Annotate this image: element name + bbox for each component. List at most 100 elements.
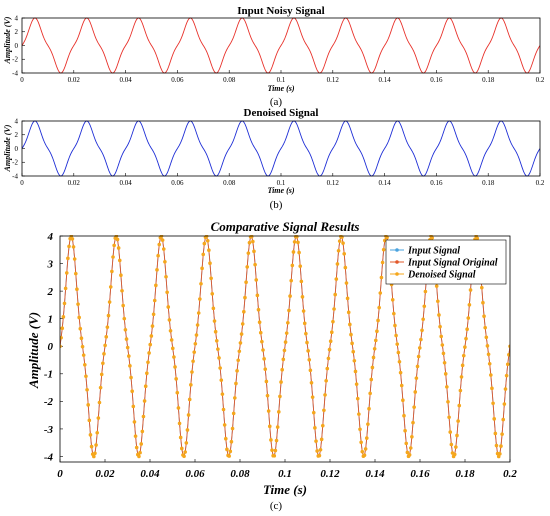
data-point [167, 318, 172, 322]
data-point [437, 313, 441, 317]
data-point [345, 296, 350, 301]
data-point [359, 440, 363, 445]
data-point [507, 352, 510, 357]
data-point [184, 441, 189, 445]
data-point [178, 435, 183, 440]
y-axis-label: Amplitude (V) [3, 16, 12, 64]
data-point [95, 430, 100, 435]
data-point [212, 319, 217, 323]
data-point [315, 449, 319, 453]
series-line [22, 120, 540, 177]
data-point [449, 442, 454, 447]
data-point [251, 239, 255, 244]
y-tick-labels: -4 -2 0 2 4 [12, 117, 25, 180]
data-point [138, 450, 142, 455]
data-point [277, 410, 281, 414]
data-point [402, 413, 406, 418]
data-point [132, 420, 137, 424]
y-tick-labels: -4 -3 -2 -1 0 1 2 3 4 [44, 231, 63, 463]
x-tick-label: 0.02 [68, 179, 81, 187]
y-tick-label: -1 [44, 369, 53, 381]
data-point [64, 271, 69, 275]
data-point [279, 380, 283, 384]
data-point [222, 423, 227, 427]
data-point [314, 439, 318, 443]
data-point [83, 363, 87, 367]
data-point [283, 340, 288, 344]
data-point [225, 447, 229, 452]
data-point [482, 314, 486, 319]
data-point [363, 447, 368, 451]
data-point [392, 311, 396, 316]
data-point [364, 436, 369, 440]
data-point [446, 399, 450, 404]
data-point [174, 377, 178, 381]
data-point [385, 235, 389, 240]
data-point [286, 320, 290, 325]
x-tick-label: 0.2 [503, 468, 517, 480]
data-point [122, 316, 127, 321]
data-point [234, 381, 238, 386]
data-point [466, 316, 471, 320]
data-point [129, 375, 133, 380]
data-point [96, 416, 101, 420]
data-point [216, 347, 220, 351]
data-point [289, 278, 294, 283]
data-point [163, 260, 167, 264]
data-point [231, 411, 236, 416]
data-point [235, 369, 239, 373]
data-point [208, 261, 212, 266]
data-point [459, 375, 464, 379]
x-tick-label: 0.04 [119, 179, 132, 187]
y-axis-label: Amplitude (V) [26, 312, 41, 389]
plot-frame [21, 120, 541, 177]
data-point [254, 278, 259, 282]
data-point [319, 437, 324, 442]
data-point [124, 337, 129, 341]
data-point [75, 287, 79, 292]
legend-marker [395, 248, 399, 252]
data-point [198, 297, 202, 301]
data-point [195, 323, 200, 327]
data-point [295, 235, 299, 239]
data-point [116, 246, 121, 250]
y-tick-labels: -4 -2 0 2 4 [12, 14, 25, 77]
x-tick-label: 0.12 [327, 179, 340, 187]
x-tick-label: 0.18 [482, 76, 495, 84]
data-point [330, 330, 334, 335]
data-point [298, 264, 303, 268]
data-point [290, 263, 295, 268]
data-point [416, 354, 421, 359]
x-tick-label: 0 [20, 76, 24, 84]
data-point [245, 265, 250, 269]
data-point [155, 268, 159, 272]
data-point [84, 374, 88, 379]
data-point [441, 351, 446, 356]
data-point [243, 295, 247, 300]
data-point [434, 284, 439, 288]
data-point [317, 453, 322, 458]
data-point [85, 387, 89, 392]
y-tick-label: 0 [48, 341, 54, 353]
data-point [214, 339, 219, 343]
legend-marker [395, 260, 399, 264]
data-point [395, 342, 400, 346]
data-point [94, 443, 98, 447]
x-tick-label: 0.18 [455, 468, 475, 480]
y-tick-label: -3 [44, 424, 54, 436]
data-point [503, 387, 508, 391]
data-point [304, 331, 308, 336]
data-point [257, 320, 262, 325]
data-point [318, 447, 323, 452]
x-tick-label: 0.04 [140, 468, 160, 480]
data-point [230, 426, 235, 431]
series-lines [22, 17, 540, 74]
data-point [413, 390, 418, 394]
data-point [140, 429, 145, 434]
data-point [207, 248, 211, 252]
data-point [219, 378, 224, 382]
data-point [489, 373, 493, 377]
data-point [464, 336, 468, 341]
data-point [156, 253, 160, 258]
data-point [190, 370, 194, 374]
